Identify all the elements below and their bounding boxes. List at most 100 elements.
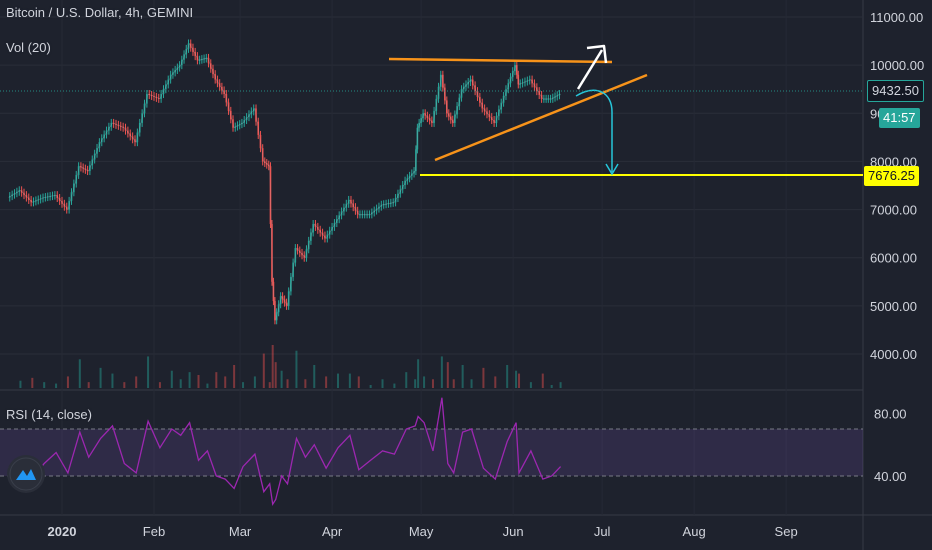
rsi-indicator-label[interactable]: RSI (14, close) xyxy=(6,407,92,422)
volume-bar xyxy=(381,379,384,388)
candle-body xyxy=(467,81,470,85)
symbol-title[interactable]: Bitcoin / U.S. Dollar, 4h, GEMINI xyxy=(6,5,194,20)
candle-body xyxy=(150,94,153,96)
candle-body xyxy=(96,147,98,154)
up-right-arrow-icon[interactable] xyxy=(576,44,608,90)
candle-body xyxy=(141,113,143,123)
candle-body xyxy=(352,203,355,208)
candle-body xyxy=(58,198,61,201)
candle-body xyxy=(243,120,246,123)
candle-body xyxy=(545,98,547,100)
volume-bar xyxy=(170,370,173,388)
candle-body xyxy=(32,201,35,203)
candle-body xyxy=(324,235,326,239)
volume-bar xyxy=(405,372,408,388)
candle-body xyxy=(347,199,350,204)
candle-body xyxy=(165,84,167,90)
candle-body xyxy=(418,122,420,128)
candle-body xyxy=(290,276,292,292)
candle-body xyxy=(134,139,136,143)
volume-bar xyxy=(529,382,532,388)
candle-body xyxy=(424,113,426,116)
volume-bars xyxy=(19,345,562,388)
candle-body xyxy=(536,87,538,92)
volume-indicator-label[interactable]: Vol (20) xyxy=(6,40,51,55)
volume-bar xyxy=(541,373,544,388)
candle-body xyxy=(86,169,89,172)
rsi-tick-label: 80.00 xyxy=(874,406,907,421)
candle-body xyxy=(281,296,284,300)
volume-bar xyxy=(262,353,265,388)
candle-body xyxy=(446,100,448,114)
volume-bar xyxy=(348,373,351,388)
candle-body xyxy=(528,79,531,81)
target-level-tag: 7676.25 xyxy=(864,166,919,186)
candle-body xyxy=(167,79,170,85)
candle-body xyxy=(517,74,520,85)
volume-bar xyxy=(111,373,114,388)
candle-body xyxy=(505,89,507,96)
candle-body xyxy=(77,166,80,175)
candle-body xyxy=(275,312,278,321)
candle-body xyxy=(263,161,266,164)
candle-body xyxy=(385,203,387,205)
candle-body xyxy=(533,83,536,88)
rsi-line xyxy=(8,397,562,507)
time-tick-label: Apr xyxy=(322,524,343,539)
volume-bar xyxy=(206,383,209,388)
candle-body xyxy=(292,262,294,277)
candle-body xyxy=(221,86,223,91)
candle-body xyxy=(267,164,270,167)
resistance-line[interactable] xyxy=(388,57,613,64)
candle-body xyxy=(8,196,11,198)
curved-down-arrow-icon[interactable] xyxy=(575,89,619,176)
candle-body xyxy=(426,115,429,119)
volume-bar xyxy=(135,376,138,388)
candle-body xyxy=(476,91,479,97)
candle-body xyxy=(65,206,68,210)
candle-body xyxy=(265,163,268,165)
candle-body xyxy=(310,232,312,241)
candle-body xyxy=(75,174,78,184)
candle-body xyxy=(259,134,262,149)
current-price-tag: 9432.50 xyxy=(867,80,924,102)
candle-body xyxy=(82,167,84,169)
candle-body xyxy=(73,183,75,193)
candle-body xyxy=(435,98,438,111)
volume-bar xyxy=(417,359,420,388)
candle-body xyxy=(283,299,286,303)
volume-bar xyxy=(274,362,277,388)
candle-body xyxy=(174,69,176,73)
volume-bar xyxy=(446,362,449,388)
volume-bar xyxy=(559,382,562,388)
rising-support-trendline[interactable] xyxy=(434,73,648,162)
volume-bar xyxy=(461,365,464,388)
candle-body xyxy=(277,304,280,313)
candle-body xyxy=(91,159,94,166)
candle-body xyxy=(305,249,308,258)
candle-body xyxy=(543,98,545,100)
volume-bar xyxy=(313,365,316,388)
candle-body xyxy=(549,98,552,100)
pattern-drawings[interactable] xyxy=(0,44,863,176)
time-tick-label: Jul xyxy=(594,524,611,539)
rsi-band xyxy=(0,429,863,476)
time-tick-label: May xyxy=(409,524,434,539)
candle-body xyxy=(194,51,196,57)
tradingview-cloud-icon[interactable] xyxy=(7,455,45,493)
candle-body xyxy=(61,200,63,204)
candle-body xyxy=(185,48,188,55)
close-price-line xyxy=(8,42,561,321)
candle-body xyxy=(183,54,185,60)
candle-body xyxy=(490,117,493,121)
candle-body xyxy=(483,108,486,112)
candle-body xyxy=(157,97,160,99)
candle-body xyxy=(13,193,16,195)
rsi-series xyxy=(8,397,562,507)
candle-body xyxy=(178,65,181,68)
candle-body xyxy=(447,113,450,117)
volume-bar xyxy=(295,350,298,388)
candle-body xyxy=(415,149,417,172)
candle-body xyxy=(100,138,103,143)
